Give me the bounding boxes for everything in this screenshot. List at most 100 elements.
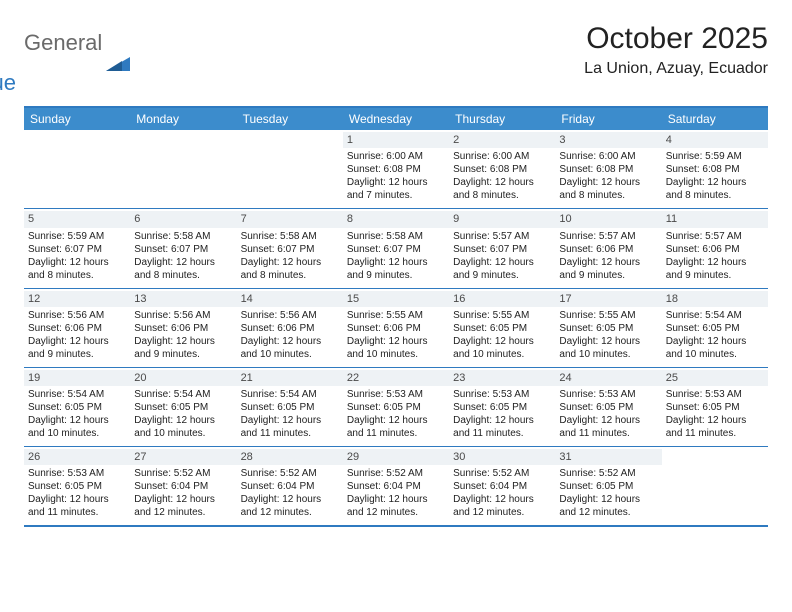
sunrise-text: Sunrise: 5:57 AM <box>666 230 764 243</box>
title-block: October 2025 La Union, Azuay, Ecuador <box>584 22 768 78</box>
daylight2-text: and 8 minutes. <box>241 269 339 282</box>
calendar-cell: 31Sunrise: 5:52 AMSunset: 6:05 PMDayligh… <box>555 447 661 525</box>
daylight2-text: and 10 minutes. <box>559 348 657 361</box>
sunset-text: Sunset: 6:05 PM <box>666 322 764 335</box>
calendar-cell <box>237 130 343 208</box>
day-number: 12 <box>24 291 130 307</box>
daylight1-text: Daylight: 12 hours <box>453 414 551 427</box>
daylight2-text: and 11 minutes. <box>28 506 126 519</box>
daylight1-text: Daylight: 12 hours <box>134 335 232 348</box>
sunrise-text: Sunrise: 5:52 AM <box>241 467 339 480</box>
sunrise-text: Sunrise: 5:54 AM <box>666 309 764 322</box>
sunrise-text: Sunrise: 5:52 AM <box>453 467 551 480</box>
daylight1-text: Daylight: 12 hours <box>347 256 445 269</box>
day-number: 5 <box>24 211 130 227</box>
daylight2-text: and 9 minutes. <box>134 348 232 361</box>
calendar-cell: 14Sunrise: 5:56 AMSunset: 6:06 PMDayligh… <box>237 289 343 367</box>
daylight1-text: Daylight: 12 hours <box>559 335 657 348</box>
daylight2-text: and 11 minutes. <box>453 427 551 440</box>
daylight1-text: Daylight: 12 hours <box>28 335 126 348</box>
daylight2-text: and 12 minutes. <box>559 506 657 519</box>
day-number: 27 <box>130 449 236 465</box>
sunrise-text: Sunrise: 5:52 AM <box>347 467 445 480</box>
sunrise-text: Sunrise: 5:54 AM <box>241 388 339 401</box>
daylight1-text: Daylight: 12 hours <box>134 414 232 427</box>
sunset-text: Sunset: 6:05 PM <box>241 401 339 414</box>
sunrise-text: Sunrise: 5:52 AM <box>559 467 657 480</box>
day-number: 2 <box>449 132 555 148</box>
sunrise-text: Sunrise: 5:55 AM <box>453 309 551 322</box>
daylight1-text: Daylight: 12 hours <box>28 256 126 269</box>
daylight1-text: Daylight: 12 hours <box>134 256 232 269</box>
calendar-row: 19Sunrise: 5:54 AMSunset: 6:05 PMDayligh… <box>24 367 768 446</box>
sunset-text: Sunset: 6:05 PM <box>28 480 126 493</box>
day-number: 14 <box>237 291 343 307</box>
calendar-cell: 26Sunrise: 5:53 AMSunset: 6:05 PMDayligh… <box>24 447 130 525</box>
sunset-text: Sunset: 6:04 PM <box>241 480 339 493</box>
sunset-text: Sunset: 6:05 PM <box>559 401 657 414</box>
sunrise-text: Sunrise: 5:55 AM <box>347 309 445 322</box>
calendar-row: 1Sunrise: 6:00 AMSunset: 6:08 PMDaylight… <box>24 130 768 208</box>
sunrise-text: Sunrise: 5:52 AM <box>134 467 232 480</box>
daylight2-text: and 10 minutes. <box>347 348 445 361</box>
daylight1-text: Daylight: 12 hours <box>453 256 551 269</box>
calendar-cell: 24Sunrise: 5:53 AMSunset: 6:05 PMDayligh… <box>555 368 661 446</box>
daylight2-text: and 8 minutes. <box>559 189 657 202</box>
calendar-cell: 27Sunrise: 5:52 AMSunset: 6:04 PMDayligh… <box>130 447 236 525</box>
daylight1-text: Daylight: 12 hours <box>666 256 764 269</box>
sunset-text: Sunset: 6:04 PM <box>453 480 551 493</box>
calendar-table: Sunday Monday Tuesday Wednesday Thursday… <box>24 106 768 527</box>
day-number: 7 <box>237 211 343 227</box>
daylight1-text: Daylight: 12 hours <box>28 414 126 427</box>
daylight2-text: and 11 minutes. <box>666 427 764 440</box>
day-header-saturday: Saturday <box>662 108 768 130</box>
daylight2-text: and 9 minutes. <box>347 269 445 282</box>
sunrise-text: Sunrise: 5:59 AM <box>666 150 764 163</box>
daylight2-text: and 10 minutes. <box>666 348 764 361</box>
sunset-text: Sunset: 6:04 PM <box>134 480 232 493</box>
daylight2-text: and 11 minutes. <box>347 427 445 440</box>
day-number: 26 <box>24 449 130 465</box>
sunrise-text: Sunrise: 5:55 AM <box>559 309 657 322</box>
sunset-text: Sunset: 6:07 PM <box>241 243 339 256</box>
calendar-cell: 17Sunrise: 5:55 AMSunset: 6:05 PMDayligh… <box>555 289 661 367</box>
sunset-text: Sunset: 6:07 PM <box>134 243 232 256</box>
daylight1-text: Daylight: 12 hours <box>241 256 339 269</box>
day-number: 20 <box>130 370 236 386</box>
calendar-cell: 1Sunrise: 6:00 AMSunset: 6:08 PMDaylight… <box>343 130 449 208</box>
sunset-text: Sunset: 6:05 PM <box>559 480 657 493</box>
day-number: 3 <box>555 132 661 148</box>
day-number: 23 <box>449 370 555 386</box>
sunrise-text: Sunrise: 5:58 AM <box>134 230 232 243</box>
daylight1-text: Daylight: 12 hours <box>453 335 551 348</box>
calendar-row: 12Sunrise: 5:56 AMSunset: 6:06 PMDayligh… <box>24 288 768 367</box>
daylight2-text: and 9 minutes. <box>666 269 764 282</box>
location-text: La Union, Azuay, Ecuador <box>584 60 768 78</box>
sunrise-text: Sunrise: 5:53 AM <box>453 388 551 401</box>
day-header-thursday: Thursday <box>449 108 555 130</box>
calendar-cell: 13Sunrise: 5:56 AMSunset: 6:06 PMDayligh… <box>130 289 236 367</box>
daylight1-text: Daylight: 12 hours <box>241 493 339 506</box>
calendar-body: 1Sunrise: 6:00 AMSunset: 6:08 PMDaylight… <box>24 130 768 525</box>
daylight1-text: Daylight: 12 hours <box>241 335 339 348</box>
sunset-text: Sunset: 6:05 PM <box>134 401 232 414</box>
day-number: 18 <box>662 291 768 307</box>
calendar-cell <box>24 130 130 208</box>
daylight1-text: Daylight: 12 hours <box>241 414 339 427</box>
daylight1-text: Daylight: 12 hours <box>28 493 126 506</box>
sunrise-text: Sunrise: 5:58 AM <box>241 230 339 243</box>
calendar-row: 26Sunrise: 5:53 AMSunset: 6:05 PMDayligh… <box>24 446 768 525</box>
sunset-text: Sunset: 6:05 PM <box>453 401 551 414</box>
sunset-text: Sunset: 6:05 PM <box>666 401 764 414</box>
calendar-cell: 22Sunrise: 5:53 AMSunset: 6:05 PMDayligh… <box>343 368 449 446</box>
sunrise-text: Sunrise: 5:57 AM <box>453 230 551 243</box>
daylight1-text: Daylight: 12 hours <box>666 414 764 427</box>
sunset-text: Sunset: 6:06 PM <box>666 243 764 256</box>
sunset-text: Sunset: 6:05 PM <box>559 322 657 335</box>
calendar-cell: 2Sunrise: 6:00 AMSunset: 6:08 PMDaylight… <box>449 130 555 208</box>
calendar-cell <box>662 447 768 525</box>
daylight1-text: Daylight: 12 hours <box>347 176 445 189</box>
day-number: 1 <box>343 132 449 148</box>
day-number: 6 <box>130 211 236 227</box>
sunrise-text: Sunrise: 5:59 AM <box>28 230 126 243</box>
